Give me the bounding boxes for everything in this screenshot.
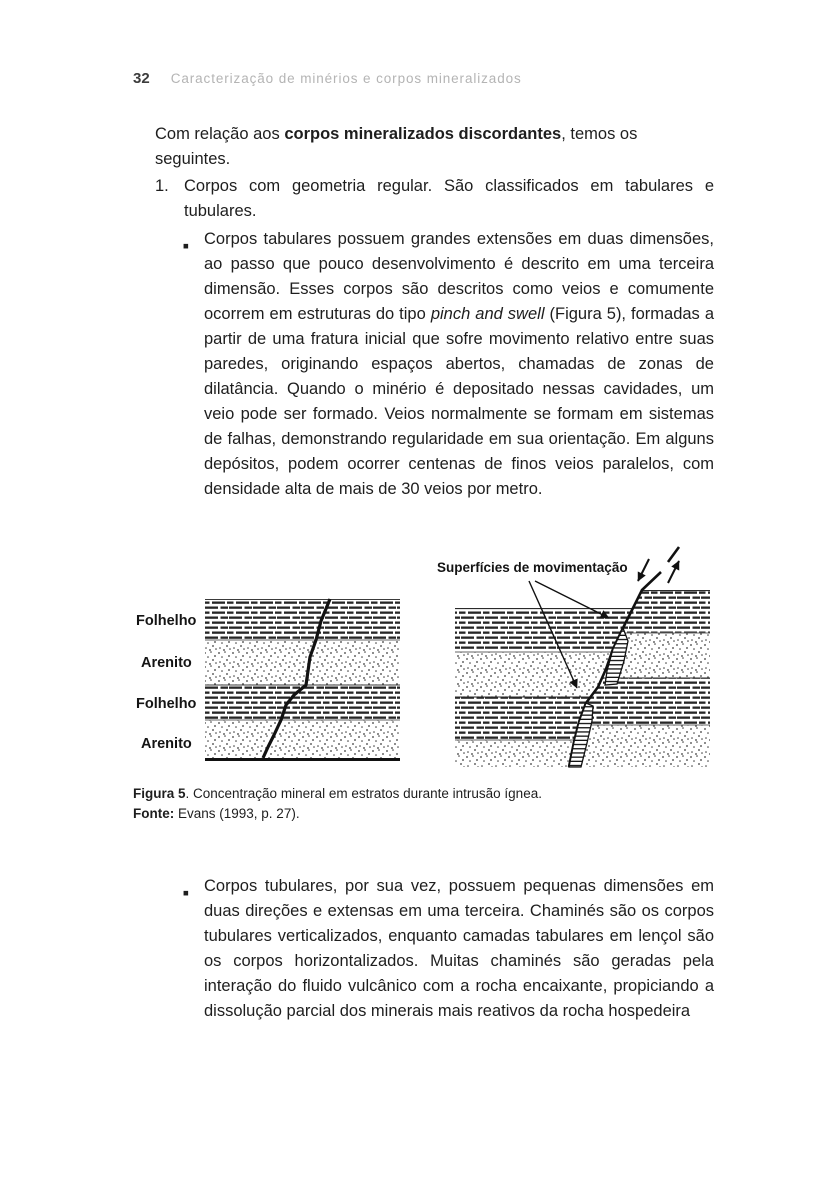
strata-label-arenito-2: Arenito bbox=[141, 736, 192, 752]
figure-caption: Figura 5. Concentração mineral em estrat… bbox=[133, 784, 542, 824]
bullet1-text-after: (Figura 5), formadas a partir de uma fra… bbox=[204, 305, 714, 498]
page-number: 32 bbox=[133, 70, 150, 87]
fault-annotation: Superfícies de movimentação bbox=[437, 560, 628, 575]
bullet-tubulares-text: Corpos tubulares, por sua vez, possuem p… bbox=[204, 877, 714, 1020]
strata-label-folhelho-2: Folhelho bbox=[136, 696, 197, 712]
figure-caption-text: . Concentração mineral em estratos duran… bbox=[185, 786, 542, 801]
bullet-square-icon: ■ bbox=[183, 888, 189, 899]
dilation-lens-lower bbox=[568, 702, 594, 768]
figure-source-label: Fonte: bbox=[133, 806, 175, 821]
figure-source-text: Evans (1993, p. 27). bbox=[174, 806, 300, 821]
intro-text-start: Com relação aos bbox=[155, 125, 285, 143]
bullet1-text-italic: pinch and swell bbox=[430, 305, 545, 323]
strata-block bbox=[205, 599, 400, 761]
vein-line bbox=[261, 598, 332, 759]
bullet1-text-before: Corpos tabulares possuem grandes extensõ… bbox=[204, 230, 714, 323]
bullet-tabulares-text: Corpos tabulares possuem grandes extensõ… bbox=[204, 227, 714, 502]
intro-text-end: , temos os seguintes. bbox=[155, 125, 638, 168]
left-strata-diagram: Folhelho Arenito Folhelho Arenito bbox=[136, 598, 400, 761]
leader-arrow-1 bbox=[534, 580, 610, 619]
bullet-square-icon: ■ bbox=[183, 241, 189, 252]
strata-label-folhelho-1: Folhelho bbox=[136, 613, 197, 629]
intro-paragraph: Com relação aos corpos mineralizados dis… bbox=[155, 122, 714, 172]
fault-line-upper bbox=[666, 546, 681, 563]
running-head-title: Caracterização de minérios e corpos mine… bbox=[170, 71, 522, 86]
dilation-lens-upper bbox=[604, 626, 629, 686]
list-item-1: 1. Corpos com geometria regular. São cla… bbox=[155, 174, 714, 224]
figure-source-line: Fonte: Evans (1993, p. 27). bbox=[133, 804, 542, 824]
figure-caption-label: Figura 5 bbox=[133, 786, 186, 801]
right-fault-diagram: Superfícies de movimentação bbox=[437, 546, 710, 768]
running-head: 32 Caracterização de minérios e corpos m… bbox=[133, 70, 522, 87]
strata-label-arenito-1: Arenito bbox=[141, 655, 192, 671]
bullet-item-tabulares: ■ Corpos tabulares possuem grandes exten… bbox=[155, 227, 714, 502]
bullet-item-tubulares: ■ Corpos tubulares, por sua vez, possuem… bbox=[155, 874, 714, 1024]
list-item-1-text: Corpos com geometria regular. São classi… bbox=[184, 177, 714, 220]
movement-arrow-down bbox=[637, 558, 650, 582]
list-item-1-marker: 1. bbox=[155, 177, 169, 195]
intro-text-bold: corpos mineralizados discordantes bbox=[284, 125, 562, 143]
figure-5: Folhelho Arenito Folhelho Arenito bbox=[133, 545, 727, 783]
movement-arrow-up bbox=[667, 560, 680, 584]
leader-arrow-2 bbox=[528, 580, 578, 689]
figure-caption-line: Figura 5. Concentração mineral em estrat… bbox=[133, 784, 542, 804]
